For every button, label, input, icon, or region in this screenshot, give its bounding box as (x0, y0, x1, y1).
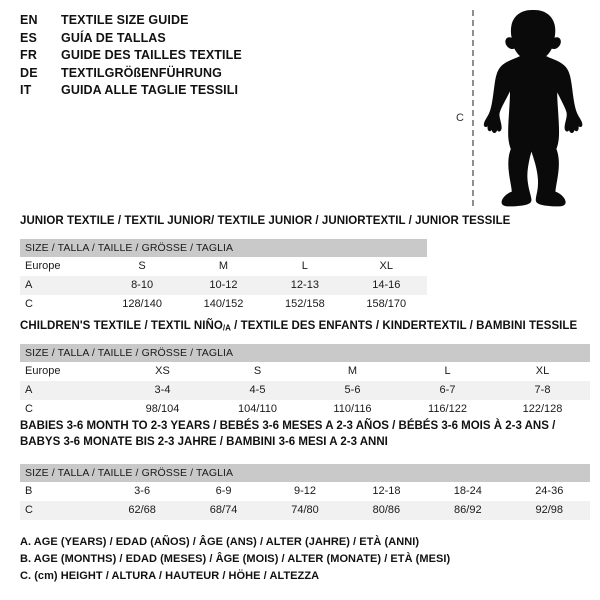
cell-value: 104/110 (210, 400, 305, 419)
cell-value: 8-10 (101, 276, 183, 295)
language-row: DE TEXTILGRÖßENFÜHRUNG (20, 66, 420, 84)
cell-value: 116/122 (400, 400, 495, 419)
children-heading-sub: /A (222, 323, 231, 333)
language-title-es: GUÍA DE TALLAS (61, 30, 166, 45)
table-row: C 98/104 104/110 110/116 116/122 122/128 (20, 400, 590, 419)
cell-value: 12-18 (345, 482, 428, 501)
table-header-row: SIZE / TALLA / TAILLE / GRÖSSE / TAGLIA (20, 344, 590, 362)
legend-line-b: B. AGE (MONTHS) / EDAD (MESES) / ÂGE (MO… (20, 553, 451, 565)
cell-value: S (210, 362, 305, 381)
language-row: IT GUIDA ALLE TAGLIE TESSILI (20, 83, 420, 101)
cell-value: L (264, 257, 346, 276)
language-title-de: TEXTILGRÖßENFÜHRUNG (61, 65, 222, 80)
cell-value: 10-12 (182, 276, 265, 295)
cell-value: XL (495, 362, 590, 381)
row-label-europe: Europe (20, 257, 102, 276)
cell-value: 24-36 (508, 482, 590, 501)
section-heading-babies: BABIES 3-6 MONTH TO 2-3 YEARS / BEBÉS 3-… (20, 418, 555, 450)
cell-value: 4-5 (210, 381, 305, 400)
cell-value: 6-9 (182, 482, 265, 501)
cell-value: 9-12 (264, 482, 346, 501)
cell-value: L (400, 362, 495, 381)
language-row: FR GUIDE DES TAILLES TEXTILE (20, 48, 420, 66)
cell-value: 5-6 (305, 381, 400, 400)
cell-value: 122/128 (495, 400, 590, 419)
row-label-a: A (20, 276, 102, 295)
cell-value: S (101, 257, 183, 276)
language-code-en: EN (20, 13, 38, 27)
babies-size-table: SIZE / TALLA / TAILLE / GRÖSSE / TAGLIA … (20, 464, 590, 520)
row-label-c: C (20, 501, 102, 520)
table-row: Europe XS S M L XL (20, 362, 590, 381)
cell-value: 80/86 (345, 501, 428, 520)
table-header-row: SIZE / TALLA / TAILLE / GRÖSSE / TAGLIA (20, 464, 590, 482)
cell-value: 128/140 (101, 295, 183, 314)
cell-value: 152/158 (264, 295, 346, 314)
toddler-silhouette-icon (483, 10, 583, 207)
children-size-table: SIZE / TALLA / TAILLE / GRÖSSE / TAGLIA … (20, 344, 590, 419)
cell-value: M (305, 362, 400, 381)
table-header-row: SIZE / TALLA / TAILLE / GRÖSSE / TAGLIA (20, 239, 427, 257)
language-code-de: DE (20, 65, 38, 80)
language-row: ES GUÍA DE TALLAS (20, 31, 420, 49)
cell-value: 74/80 (264, 501, 346, 520)
legend-block: A. AGE (YEARS) / EDAD (AÑOS) / ÂGE (ANS)… (20, 534, 560, 585)
section-heading-children: CHILDREN'S TEXTILE / TEXTIL NIÑO/A / TEX… (20, 320, 577, 332)
cell-value: 110/116 (305, 400, 400, 419)
table-row: C 62/68 68/74 74/80 80/86 86/92 92/98 (20, 501, 590, 520)
cell-value: 140/152 (182, 295, 265, 314)
legend-line-c: C. (cm) HEIGHT / ALTURA / HAUTEUR / HÖHE… (20, 570, 320, 582)
cell-value: 12-13 (264, 276, 346, 295)
row-label-europe: Europe (20, 362, 115, 381)
cell-value: 7-8 (495, 381, 590, 400)
table-row: Europe S M L XL (20, 257, 427, 276)
cell-value: 92/98 (508, 501, 590, 520)
table-row: B 3-6 6-9 9-12 12-18 18-24 24-36 (20, 482, 590, 501)
size-header-label: SIZE / TALLA / TAILLE / GRÖSSE / TAGLIA (20, 239, 427, 257)
language-title-block: EN TEXTILE SIZE GUIDE ES GUÍA DE TALLAS … (20, 13, 420, 101)
cell-value: 158/170 (345, 295, 427, 314)
height-measure-label-c: C (456, 112, 464, 124)
cell-value: 18-24 (427, 482, 509, 501)
cell-value: 3-4 (115, 381, 210, 400)
babies-heading-line-2: BABYS 3-6 MONATE BIS 2-3 JAHRE / BAMBINI… (20, 436, 388, 448)
table-row: A 3-4 4-5 5-6 6-7 7-8 (20, 381, 590, 400)
size-header-label: SIZE / TALLA / TAILLE / GRÖSSE / TAGLIA (20, 464, 590, 482)
children-heading-post: / TEXTILE DES ENFANTS / KINDERTEXTIL / B… (230, 320, 578, 332)
cell-value: XL (345, 257, 427, 276)
cell-value: M (182, 257, 265, 276)
cell-value: 3-6 (101, 482, 183, 501)
language-code-es: ES (20, 30, 38, 45)
row-label-a: A (20, 381, 115, 400)
language-code-fr: FR (20, 48, 38, 62)
cell-value: 6-7 (400, 381, 495, 400)
legend-line-a: A. AGE (YEARS) / EDAD (AÑOS) / ÂGE (ANS)… (20, 536, 420, 548)
cell-value: 68/74 (182, 501, 265, 520)
language-title-it: GUIDA ALLE TAGLIE TESSILI (61, 83, 239, 97)
cell-value: 98/104 (115, 400, 210, 419)
language-code-it: IT (20, 83, 32, 97)
cell-value: XS (115, 362, 210, 381)
children-heading-pre: CHILDREN'S TEXTILE / TEXTIL NIÑO (20, 320, 223, 332)
row-label-c: C (20, 295, 102, 314)
cell-value: 62/68 (101, 501, 183, 520)
cell-value: 14-16 (345, 276, 427, 295)
size-header-label: SIZE / TALLA / TAILLE / GRÖSSE / TAGLIA (20, 344, 590, 362)
table-row: A 8-10 10-12 12-13 14-16 (20, 276, 427, 295)
height-measurement-diagram: C (450, 8, 595, 208)
cell-value: 86/92 (427, 501, 509, 520)
row-label-b: B (20, 482, 102, 501)
row-label-c: C (20, 400, 115, 419)
height-dashed-guideline (472, 10, 474, 206)
language-title-fr: GUIDE DES TAILLES TEXTILE (61, 48, 242, 62)
junior-size-table: SIZE / TALLA / TAILLE / GRÖSSE / TAGLIA … (20, 239, 427, 314)
language-title-en: TEXTILE SIZE GUIDE (61, 13, 189, 27)
section-heading-junior: JUNIOR TEXTILE / TEXTIL JUNIOR/ TEXTILE … (20, 215, 511, 227)
babies-heading-line-1: BABIES 3-6 MONTH TO 2-3 YEARS / BEBÉS 3-… (20, 420, 556, 432)
language-row: EN TEXTILE SIZE GUIDE (20, 13, 420, 31)
table-row: C 128/140 140/152 152/158 158/170 (20, 295, 427, 314)
